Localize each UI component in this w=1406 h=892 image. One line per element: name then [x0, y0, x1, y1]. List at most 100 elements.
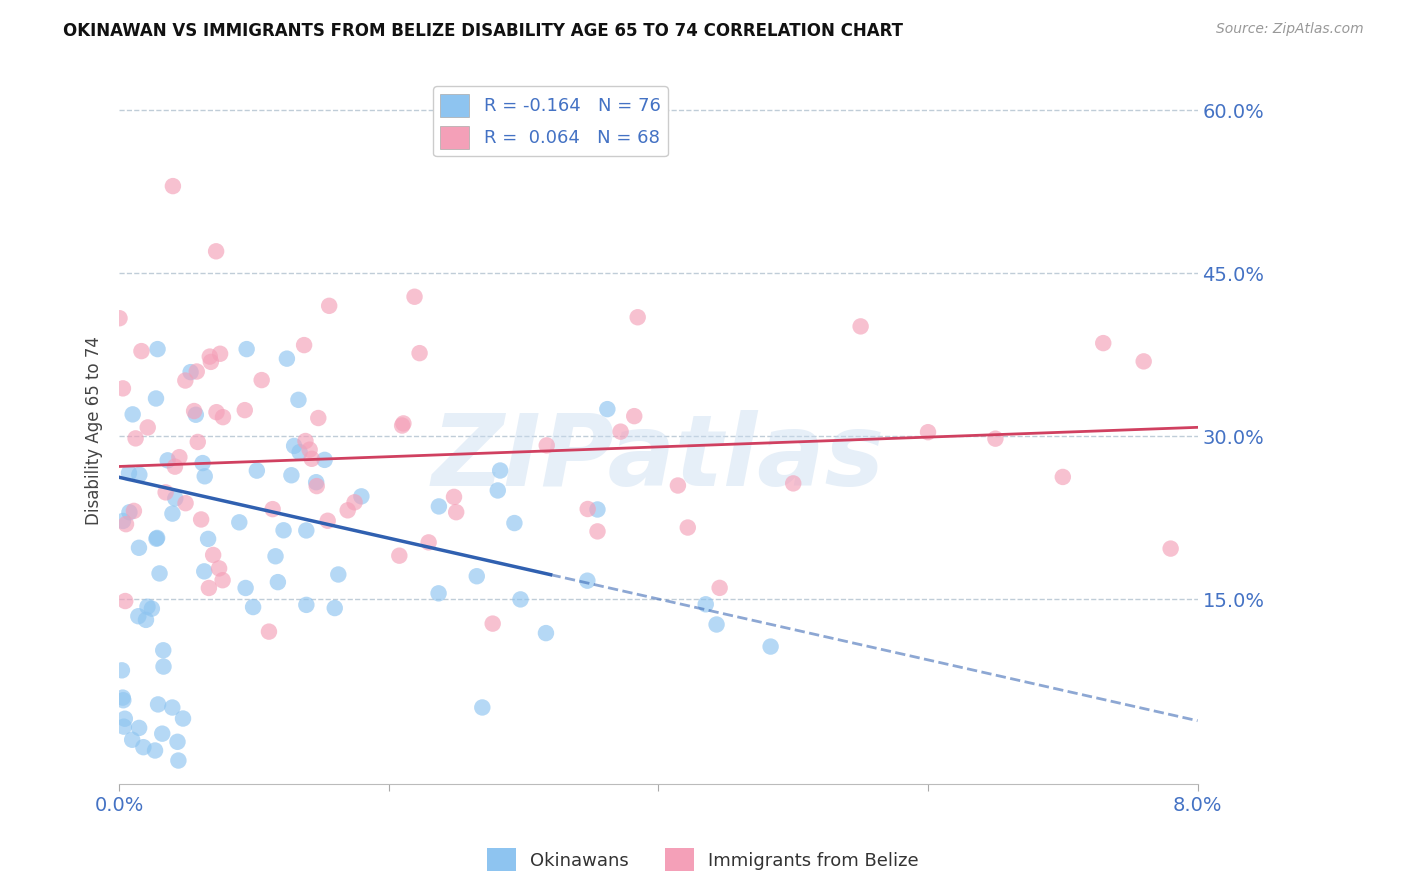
Point — [257, 624, 280, 639]
Point — [174, 496, 197, 510]
Point — [128, 721, 150, 735]
Point — [392, 417, 415, 431]
Point — [481, 616, 503, 631]
Point — [172, 712, 194, 726]
Point — [193, 565, 215, 579]
Point — [145, 532, 167, 546]
Legend: R = -0.164   N = 76, R =  0.064   N = 68: R = -0.164 N = 76, R = 0.064 N = 68 — [433, 87, 668, 156]
Point — [295, 598, 318, 612]
Point — [408, 346, 430, 360]
Point — [307, 411, 329, 425]
Point — [228, 516, 250, 530]
Text: OKINAWAN VS IMMIGRANTS FROM BELIZE DISABILITY AGE 65 TO 74 CORRELATION CHART: OKINAWAN VS IMMIGRANTS FROM BELIZE DISAB… — [63, 22, 903, 40]
Point — [295, 524, 318, 538]
Point — [150, 726, 173, 740]
Point — [184, 408, 207, 422]
Point — [115, 517, 138, 532]
Point — [427, 500, 450, 514]
Text: ZIPatlas: ZIPatlas — [432, 410, 884, 508]
Point — [586, 524, 609, 539]
Point — [156, 453, 179, 467]
Point — [536, 438, 558, 452]
Point — [917, 425, 939, 440]
Point — [128, 541, 150, 555]
Point — [114, 594, 136, 608]
Point — [174, 374, 197, 388]
Point — [250, 373, 273, 387]
Point — [112, 720, 135, 734]
Point — [709, 581, 731, 595]
Point — [443, 490, 465, 504]
Point — [190, 512, 212, 526]
Point — [471, 700, 494, 714]
Point — [112, 693, 135, 707]
Point — [111, 514, 134, 528]
Point — [187, 434, 209, 449]
Point — [205, 405, 228, 419]
Point — [111, 690, 134, 705]
Point — [759, 640, 782, 654]
Point — [316, 514, 339, 528]
Point — [283, 439, 305, 453]
Point — [124, 431, 146, 445]
Point — [148, 566, 170, 581]
Point — [122, 504, 145, 518]
Point — [1092, 336, 1115, 351]
Point — [211, 573, 233, 587]
Point — [191, 456, 214, 470]
Point — [167, 754, 190, 768]
Point — [276, 351, 298, 366]
Point — [162, 507, 184, 521]
Point — [418, 535, 440, 549]
Point — [242, 600, 264, 615]
Point — [596, 402, 619, 417]
Point — [264, 549, 287, 564]
Point — [444, 505, 467, 519]
Point — [136, 420, 159, 434]
Point — [267, 575, 290, 590]
Point — [288, 445, 311, 459]
Point — [336, 503, 359, 517]
Point — [1160, 541, 1182, 556]
Point — [198, 350, 221, 364]
Point — [141, 601, 163, 615]
Point — [132, 740, 155, 755]
Point — [404, 290, 426, 304]
Point — [152, 643, 174, 657]
Point — [695, 597, 717, 611]
Point — [489, 463, 512, 477]
Point — [108, 311, 131, 326]
Point — [118, 466, 141, 480]
Point — [233, 403, 256, 417]
Point — [388, 549, 411, 563]
Point — [194, 469, 217, 483]
Point — [323, 601, 346, 615]
Point — [208, 561, 231, 575]
Point — [273, 523, 295, 537]
Point — [576, 574, 599, 588]
Point — [169, 450, 191, 464]
Point — [676, 520, 699, 534]
Point — [143, 743, 166, 757]
Point — [609, 425, 631, 439]
Point — [111, 381, 134, 395]
Point — [165, 491, 187, 506]
Point — [292, 338, 315, 352]
Point — [486, 483, 509, 498]
Point — [350, 489, 373, 503]
Point — [235, 342, 257, 356]
Point — [849, 319, 872, 334]
Point — [576, 502, 599, 516]
Point — [343, 495, 366, 509]
Point — [205, 244, 228, 259]
Point — [146, 342, 169, 356]
Point — [146, 531, 169, 545]
Point — [586, 502, 609, 516]
Point — [287, 392, 309, 407]
Point — [262, 502, 284, 516]
Point — [246, 464, 269, 478]
Point — [146, 698, 169, 712]
Point — [509, 592, 531, 607]
Point — [186, 365, 208, 379]
Point — [706, 617, 728, 632]
